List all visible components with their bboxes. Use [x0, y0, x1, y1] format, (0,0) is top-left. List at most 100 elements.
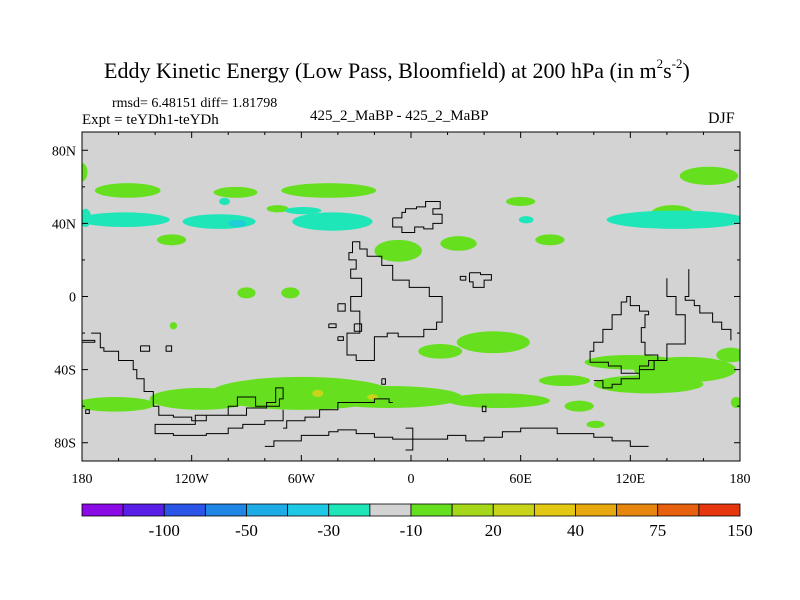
- positive-anomaly-region: [237, 287, 256, 299]
- positive-anomaly-region: [564, 400, 594, 412]
- colorbar-swatch: [451, 503, 494, 517]
- y-tick-label: 80S: [54, 437, 76, 452]
- colorbar-swatch: [575, 503, 618, 517]
- experiment-label: Expt = teYDh1-teYDh: [82, 112, 219, 128]
- x-tick-label: 0: [408, 472, 415, 487]
- colorbar-swatch: [410, 503, 453, 517]
- x-tick-label: 60E: [509, 472, 532, 487]
- colorbar-label: 40: [567, 521, 584, 540]
- coastline-small-2: [481, 405, 487, 413]
- coastline-small-5: [337, 336, 344, 341]
- coastline-africa: [346, 241, 443, 361]
- coastline-small-6: [337, 303, 346, 312]
- coastline-small-9: [328, 323, 337, 329]
- negative-anomaly-region: [606, 210, 740, 229]
- coastlines: [82, 201, 732, 451]
- colorbar-swatch: [246, 503, 289, 517]
- colorbar-swatch: [163, 503, 206, 517]
- case-label: 425_2_MaBP - 425_2_MaBP: [310, 108, 489, 124]
- positive-anomaly-region: [281, 287, 300, 299]
- positive-anomaly-region: [169, 322, 178, 330]
- colorbar-label: -10: [400, 521, 423, 540]
- negative-anomaly-region: [219, 197, 231, 206]
- coastline-antarctica: [264, 427, 649, 447]
- negative-anomaly-region: [292, 212, 373, 231]
- negative-anomaly-region: [82, 212, 170, 228]
- positive-anomaly-region: [213, 186, 258, 198]
- x-tick-label: 120E: [616, 472, 646, 487]
- coastline-small-8: [459, 275, 467, 281]
- chart-title: Eddy Kinetic Energy (Low Pass, Bloomfiel…: [104, 56, 690, 83]
- positive-anomaly-region: [156, 234, 187, 246]
- y-tick-label: 40N: [52, 217, 76, 232]
- season-label: DJF: [708, 110, 735, 127]
- coastline-nz: [684, 269, 732, 341]
- x-tick-label: 180: [72, 472, 93, 487]
- colorbar-swatch: [492, 503, 535, 517]
- positive-anomaly-region: [312, 389, 324, 398]
- coastline-pacific-islands: [593, 278, 686, 389]
- negative-anomaly-region: [82, 208, 92, 228]
- coastline-small-4: [165, 345, 173, 352]
- colorbar-swatch: [204, 503, 247, 517]
- positive-anomaly-region: [82, 163, 88, 182]
- coastline-south-america: [91, 332, 284, 436]
- colorbar: -100 -50 -30 -10 20 40 75 150: [81, 503, 753, 540]
- positive-anomaly-region: [440, 236, 477, 251]
- colorbar-label: -30: [317, 521, 340, 540]
- positive-anomaly-region: [716, 347, 740, 363]
- colorbar-swatch: [328, 503, 371, 517]
- positive-anomaly-region: [281, 183, 377, 198]
- y-tick-label: 40S: [54, 364, 76, 379]
- colorbar-label: 150: [727, 521, 753, 540]
- positive-anomaly-region: [535, 234, 565, 246]
- coastline-europe-asia: [392, 201, 443, 233]
- positive-anomaly-region: [374, 239, 422, 262]
- x-tick-label: 180: [730, 472, 751, 487]
- positive-anomaly-region: [447, 393, 550, 408]
- colorbar-swatch: [369, 503, 412, 517]
- colorbar-label: -100: [149, 521, 180, 540]
- positive-anomaly-region: [730, 397, 740, 408]
- colorbar-swatch: [657, 503, 700, 517]
- y-tick-label: 0: [69, 291, 76, 306]
- x-tick-label: 60W: [288, 472, 316, 487]
- positive-anomaly-region: [266, 205, 289, 213]
- coastline-greenland: [283, 398, 393, 429]
- coastline-small-1: [405, 427, 414, 451]
- colorbar-swatch: [698, 503, 741, 517]
- colorbar-swatch: [616, 503, 659, 517]
- coastline-small-10: [85, 409, 90, 414]
- anomaly-regions: [82, 163, 740, 429]
- colorbar-label: 20: [485, 521, 502, 540]
- axes: 180 120W 60W 0 60E 120E 180 80N 40N 0 40S 80S: [52, 132, 751, 487]
- positive-anomaly-region: [506, 196, 536, 207]
- plot-background: [82, 132, 740, 461]
- colorbar-swatch: [81, 503, 124, 517]
- coastline-arabia: [469, 272, 492, 288]
- coastline-small-11: [381, 378, 386, 385]
- positive-anomaly-region: [82, 397, 156, 412]
- x-tick-label: 120W: [175, 472, 210, 487]
- coastline-small-3: [140, 345, 151, 352]
- colorbar-swatch: [122, 503, 165, 517]
- positive-anomaly-region: [679, 166, 739, 186]
- coastline-small-7: [353, 323, 363, 332]
- colorbar-swatch: [287, 503, 330, 517]
- positive-anomaly-region: [456, 331, 530, 354]
- negative-anomaly-region: [518, 216, 534, 224]
- negative-anomaly-region: [228, 219, 247, 228]
- negative-anomaly-region: [284, 206, 322, 215]
- positive-anomaly-region: [418, 344, 463, 359]
- stats-label: rmsd= 6.48151 diff= 1.81798: [112, 96, 278, 111]
- positive-anomaly-region: [367, 394, 379, 400]
- coastline-australia-west: [589, 296, 659, 374]
- positive-anomaly-region: [593, 375, 704, 394]
- y-tick-label: 80N: [52, 144, 76, 159]
- positive-anomaly-region: [586, 420, 605, 429]
- colorbar-label: -50: [235, 521, 258, 540]
- colorbar-swatch: [533, 503, 576, 517]
- colorbar-label: 75: [649, 521, 666, 540]
- positive-anomaly-region: [538, 375, 591, 387]
